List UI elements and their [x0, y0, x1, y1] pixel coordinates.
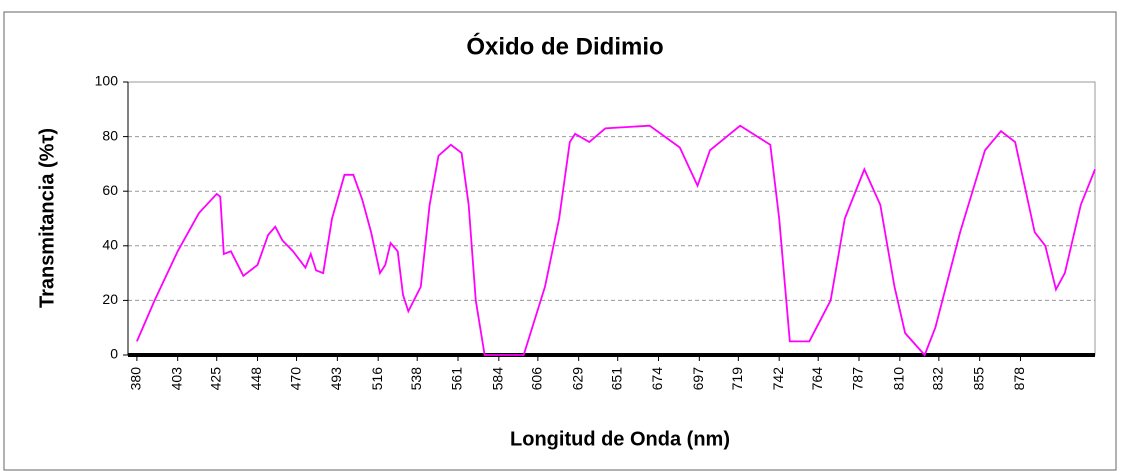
plot-area — [127, 81, 1096, 356]
y-tick-label: 60 — [102, 182, 118, 198]
y-tick-label: 100 — [95, 73, 119, 89]
x-tick-label: 674 — [649, 367, 665, 391]
y-tick-label: 40 — [102, 237, 118, 253]
x-tick-label: 470 — [287, 367, 303, 391]
x-tick-label: 832 — [930, 367, 946, 391]
y-tick-label: 20 — [102, 291, 118, 307]
x-tick-label: 651 — [608, 367, 624, 391]
y-tick-label: 80 — [102, 127, 118, 143]
x-tick-label: 425 — [207, 367, 223, 391]
data-line — [136, 124, 1096, 357]
chart-title: Óxido de Didimio — [466, 32, 663, 60]
x-axis-label: Longitud de Onda (nm) — [510, 428, 730, 450]
x-tick-label: 878 — [1011, 367, 1027, 391]
x-tick-label: 584 — [490, 367, 506, 391]
x-tick-label: 493 — [328, 367, 344, 391]
x-tick-label: 855 — [970, 367, 986, 391]
x-tick-label: 561 — [449, 367, 465, 391]
x-tick-label: 787 — [850, 367, 866, 391]
y-axis-label: Transmitancia (%τ) — [36, 128, 58, 308]
x-tick-label: 606 — [529, 367, 545, 391]
x-tick-label: 403 — [168, 367, 184, 391]
x-tick-label: 516 — [369, 367, 385, 391]
x-tick-label: 629 — [569, 367, 585, 391]
x-tick-label: 538 — [408, 367, 424, 391]
x-tick-label: 448 — [248, 367, 264, 391]
x-tick-label: 810 — [891, 367, 907, 391]
x-tick-label: 742 — [770, 367, 786, 391]
x-tick-label: 697 — [690, 367, 706, 391]
x-tick-label: 380 — [128, 367, 144, 391]
x-tick-label: 719 — [729, 367, 745, 391]
y-tick-label: 0 — [110, 346, 118, 362]
x-tick-label: 764 — [809, 367, 825, 391]
